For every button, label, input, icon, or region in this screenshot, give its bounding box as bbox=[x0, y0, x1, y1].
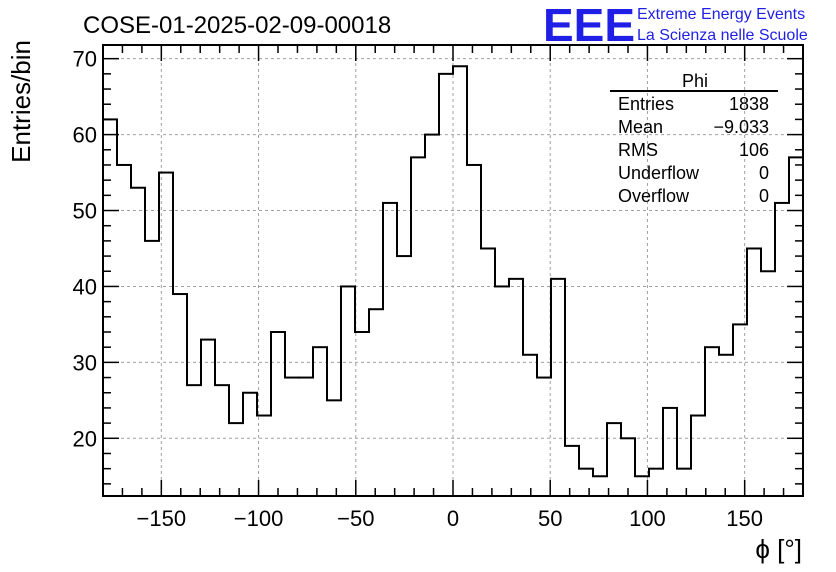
chart-title: COSE-01-2025-02-09-00018 bbox=[83, 12, 391, 39]
stats-value-mean: −9.033 bbox=[713, 117, 769, 137]
x-tick-labels: −150 −100 −50 0 50 100 150 bbox=[137, 506, 763, 531]
stats-box: Phi Entries 1838 Mean −9.033 RMS 106 Underflow… bbox=[610, 71, 778, 206]
y-tick-label-2: 40 bbox=[73, 274, 97, 299]
histogram-bars bbox=[102, 65, 804, 478]
stats-value-underflow: 0 bbox=[759, 163, 769, 183]
x-tick-label-4: 50 bbox=[538, 506, 562, 531]
stats-label-underflow: Underflow bbox=[618, 163, 700, 183]
stats-rows: Entries 1838 Mean −9.033 RMS 106 Underflow 0 Ove… bbox=[618, 94, 769, 206]
eee-logo: EEE Extreme Energy Events La Scienza nel… bbox=[543, 0, 808, 51]
x-tick-label-2: −50 bbox=[337, 506, 374, 531]
x-axis-title: ϕ [°] bbox=[755, 534, 802, 564]
stats-label-overflow: Overflow bbox=[618, 186, 690, 206]
x-tick-label-3: 0 bbox=[447, 506, 459, 531]
y-tick-label-4: 60 bbox=[73, 123, 97, 148]
x-tick-label-5: 100 bbox=[629, 506, 666, 531]
stats-label-mean: Mean bbox=[618, 117, 663, 137]
stats-title: Phi bbox=[682, 71, 708, 91]
x-tick-label-0: −150 bbox=[137, 506, 187, 531]
axis-ticks bbox=[102, 45, 804, 496]
y-tick-label-1: 30 bbox=[73, 350, 97, 375]
logo-line-1: Extreme Energy Events bbox=[637, 6, 805, 23]
x-tick-label-6: 150 bbox=[726, 506, 763, 531]
stats-label-rms: RMS bbox=[618, 140, 658, 160]
eee-logo-mark: EEE bbox=[543, 0, 635, 51]
x-tick-label-1: −100 bbox=[234, 506, 284, 531]
stats-value-overflow: 0 bbox=[759, 186, 769, 206]
y-axis-title: Entries/bin bbox=[6, 40, 36, 163]
y-tick-label-0: 20 bbox=[73, 426, 97, 451]
logo-line-2: La Scienza nelle Scuole bbox=[637, 27, 808, 44]
y-tick-labels: 20 30 40 50 60 70 bbox=[73, 47, 97, 452]
y-tick-label-5: 70 bbox=[73, 47, 97, 72]
y-tick-label-3: 50 bbox=[73, 199, 97, 224]
stats-value-entries: 1838 bbox=[729, 94, 769, 114]
stats-value-rms: 106 bbox=[739, 140, 769, 160]
stats-label-entries: Entries bbox=[618, 94, 674, 114]
